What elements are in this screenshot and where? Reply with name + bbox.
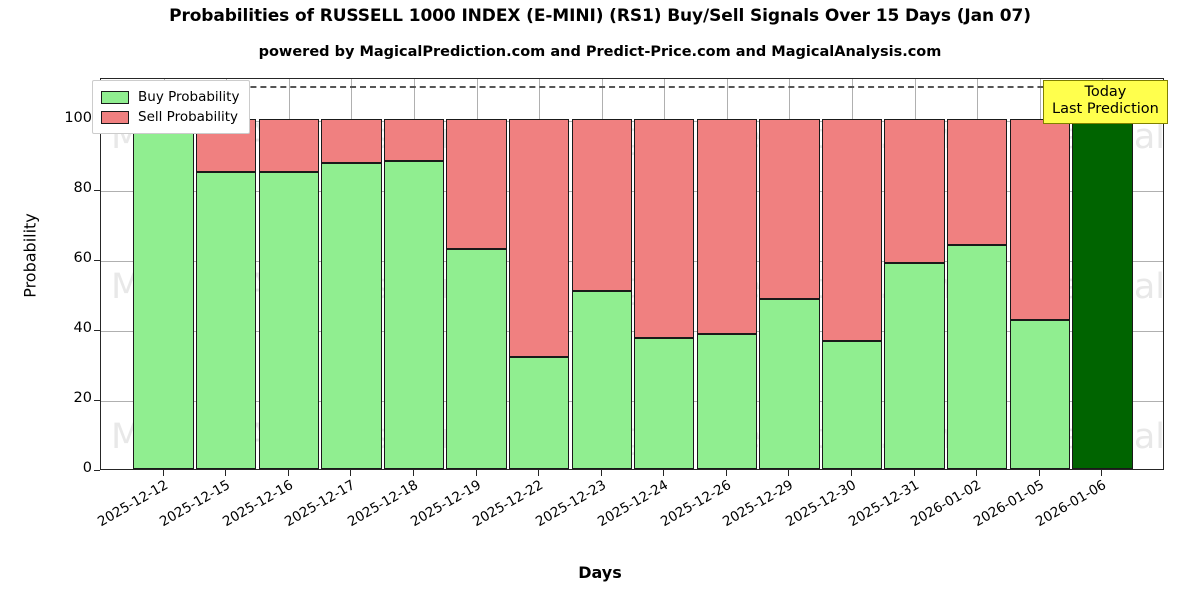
bar-segment-today[interactable] xyxy=(1072,119,1133,469)
bar-segment-sell[interactable] xyxy=(258,119,319,172)
bar-group[interactable] xyxy=(258,79,319,469)
bar-group[interactable] xyxy=(195,79,257,469)
bar-segment-sell[interactable] xyxy=(321,119,382,163)
bar-segment-buy[interactable] xyxy=(759,299,820,469)
x-axis-tick-mark xyxy=(913,470,915,476)
bar-group[interactable] xyxy=(446,79,507,469)
gridline-horizontal xyxy=(101,191,1163,192)
plot-area: MagicalAnalysis.comMagicalPrediction.com… xyxy=(100,78,1164,470)
bar-segment-buy[interactable] xyxy=(1009,320,1070,469)
x-axis-tick-mark xyxy=(350,470,352,476)
x-axis-tick-mark xyxy=(663,470,665,476)
bar-segment-sell[interactable] xyxy=(634,119,695,338)
x-axis-tick-mark xyxy=(225,470,227,476)
legend-item-buy: Buy Probability xyxy=(101,87,239,107)
x-axis-tick-mark xyxy=(851,470,853,476)
legend-swatch-sell-icon xyxy=(101,110,129,124)
bar-segment-buy[interactable] xyxy=(884,262,945,469)
y-axis-tick-label: 20 xyxy=(73,390,92,406)
bar-segment-sell[interactable] xyxy=(821,119,883,342)
y-axis-tick-label: 100 xyxy=(64,110,92,126)
x-axis-tick-mark xyxy=(725,470,727,476)
gridline-horizontal xyxy=(101,401,1163,402)
x-axis-tick-mark xyxy=(976,470,978,476)
bar-segment-sell[interactable] xyxy=(884,119,945,263)
bar-group[interactable] xyxy=(383,79,445,469)
bar-segment-buy[interactable] xyxy=(947,245,1008,469)
today-annotation: Today Last Prediction xyxy=(1043,80,1168,125)
bar-group[interactable] xyxy=(884,79,945,469)
bar-segment-sell[interactable] xyxy=(446,119,507,249)
y-axis-tick-mark xyxy=(94,260,100,261)
bar-group[interactable] xyxy=(947,79,1008,469)
bar-segment-buy[interactable] xyxy=(508,357,570,469)
bar-segment-buy[interactable] xyxy=(821,341,883,469)
bar-segment-buy[interactable] xyxy=(571,290,632,469)
x-axis-tick-mark xyxy=(162,470,164,476)
chart-legend: Buy Probability Sell Probability xyxy=(92,80,251,134)
gridline-horizontal xyxy=(101,121,1163,122)
bars-layer xyxy=(101,79,1163,469)
bar-segment-sell[interactable] xyxy=(696,119,758,335)
bar-segment-buy[interactable] xyxy=(696,334,758,469)
x-axis-tick-mark xyxy=(412,470,414,476)
x-axis-label: Days xyxy=(578,563,622,582)
bar-group[interactable] xyxy=(321,79,382,469)
x-axis-tick-mark xyxy=(475,470,477,476)
legend-item-sell: Sell Probability xyxy=(101,107,239,127)
bar-segment-sell[interactable] xyxy=(759,119,820,300)
y-axis-tick-mark xyxy=(94,190,100,191)
y-axis-tick-label: 60 xyxy=(73,250,92,266)
x-axis-tick-mark xyxy=(1101,470,1103,476)
bar-group[interactable] xyxy=(634,79,695,469)
bar-segment-sell[interactable] xyxy=(383,119,445,161)
y-axis-tick-label: 80 xyxy=(73,180,92,196)
bar-group[interactable] xyxy=(696,79,758,469)
x-axis-tick-mark xyxy=(600,470,602,476)
bar-segment-buy[interactable] xyxy=(321,162,382,469)
threshold-dashed-line xyxy=(101,86,1163,88)
y-axis-tick-mark xyxy=(94,330,100,331)
bar-group[interactable] xyxy=(508,79,570,469)
bar-group[interactable] xyxy=(1072,79,1133,469)
bar-group[interactable] xyxy=(133,79,194,469)
x-axis-tick-mark xyxy=(538,470,540,476)
bar-segment-sell[interactable] xyxy=(571,119,632,291)
today-annotation-line2: Last Prediction xyxy=(1052,101,1159,118)
y-axis-label: Probability xyxy=(20,213,40,298)
bar-segment-sell[interactable] xyxy=(508,119,570,357)
page-title: Probabilities of RUSSELL 1000 INDEX (E-M… xyxy=(169,6,1031,26)
y-axis-tick-label: 40 xyxy=(73,320,92,336)
bar-segment-buy[interactable] xyxy=(258,171,319,469)
bar-segment-buy[interactable] xyxy=(383,161,445,469)
bar-segment-buy[interactable] xyxy=(634,337,695,469)
gridline-horizontal xyxy=(101,331,1163,332)
legend-swatch-buy-icon xyxy=(101,90,129,104)
x-axis-tick-mark xyxy=(788,470,790,476)
bar-segment-buy[interactable] xyxy=(195,171,257,469)
y-axis-tick-mark xyxy=(94,400,100,401)
bar-segment-sell[interactable] xyxy=(1009,119,1070,321)
bar-segment-sell[interactable] xyxy=(947,119,1008,245)
chart-subtitle: powered by MagicalPrediction.com and Pre… xyxy=(258,44,942,60)
legend-label-buy: Buy Probability xyxy=(138,89,240,105)
bar-segment-buy[interactable] xyxy=(133,119,194,469)
gridline-horizontal xyxy=(101,261,1163,262)
x-axis-tick-mark xyxy=(1038,470,1040,476)
x-axis-tick-mark xyxy=(287,470,289,476)
bar-group[interactable] xyxy=(1009,79,1070,469)
y-axis-tick-mark xyxy=(94,470,100,471)
bar-group[interactable] xyxy=(759,79,820,469)
legend-label-sell: Sell Probability xyxy=(138,109,239,125)
bar-group[interactable] xyxy=(821,79,883,469)
y-axis-tick-label: 0 xyxy=(82,460,92,476)
bar-segment-buy[interactable] xyxy=(446,248,507,469)
bar-group[interactable] xyxy=(571,79,632,469)
today-annotation-line1: Today xyxy=(1084,84,1127,100)
